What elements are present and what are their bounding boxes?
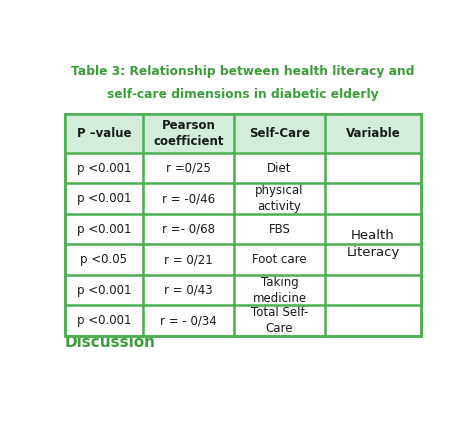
- Text: r =0/25: r =0/25: [166, 162, 211, 175]
- Text: Diet: Diet: [267, 162, 292, 175]
- Text: Table 3: Relationship between health literacy and: Table 3: Relationship between health lit…: [71, 66, 415, 78]
- Text: Discussion: Discussion: [65, 335, 156, 350]
- Text: r =- 0/68: r =- 0/68: [162, 222, 215, 236]
- Text: p <0.001: p <0.001: [77, 314, 131, 327]
- Text: Foot care: Foot care: [252, 253, 307, 266]
- Text: self-care dimensions in diabetic elderly: self-care dimensions in diabetic elderly: [107, 88, 379, 101]
- Text: physical
activity: physical activity: [255, 184, 304, 213]
- Text: r = -0/46: r = -0/46: [162, 192, 215, 205]
- Text: Total Self-
Care: Total Self- Care: [251, 306, 308, 335]
- Text: p <0.001: p <0.001: [77, 192, 131, 205]
- Text: r = 0/43: r = 0/43: [164, 283, 213, 297]
- Text: Pearson
coefficient: Pearson coefficient: [153, 119, 224, 148]
- Text: Self-Care: Self-Care: [249, 127, 310, 140]
- Text: Variable: Variable: [346, 127, 401, 140]
- Text: Health
Literacy: Health Literacy: [346, 229, 400, 259]
- Text: p <0.001: p <0.001: [77, 162, 131, 175]
- Text: FBS: FBS: [268, 222, 291, 236]
- Text: P –value: P –value: [77, 127, 131, 140]
- Text: Taking
medicine: Taking medicine: [252, 275, 307, 305]
- Text: r = - 0/34: r = - 0/34: [160, 314, 217, 327]
- Text: p <0.05: p <0.05: [81, 253, 128, 266]
- Text: p <0.001: p <0.001: [77, 283, 131, 297]
- Text: p <0.001: p <0.001: [77, 222, 131, 236]
- Text: r = 0/21: r = 0/21: [164, 253, 213, 266]
